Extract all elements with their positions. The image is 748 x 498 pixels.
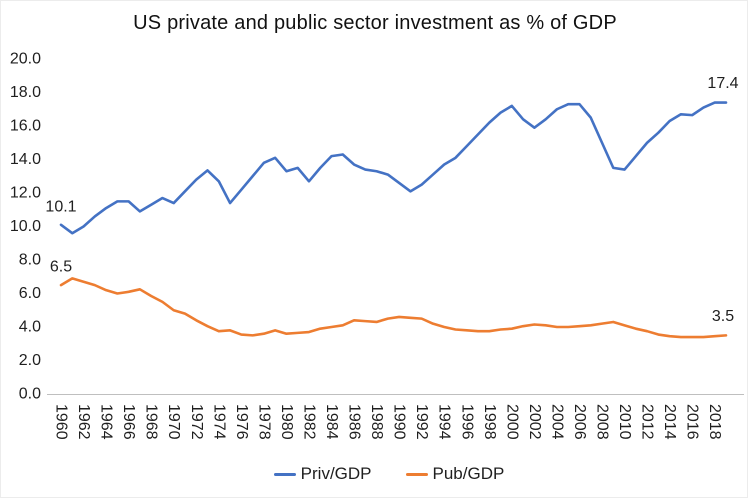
legend-label-pub: Pub/GDP	[432, 464, 505, 483]
x-tick-label: 1976	[233, 404, 250, 440]
x-tick-label: 1970	[165, 404, 182, 440]
legend-line-swatch-priv	[273, 472, 296, 476]
x-tick-label: 1986	[346, 404, 363, 440]
x-tick-label: 1984	[323, 404, 340, 440]
x-tick-label: 2002	[526, 404, 543, 440]
x-tick-label: 2006	[571, 404, 588, 440]
y-tick-label: 8.0	[19, 252, 41, 269]
y-tick-label: 4.0	[19, 319, 41, 336]
y-tick-label: 6.0	[19, 285, 41, 302]
data-label-start-priv-gdp: 10.1	[45, 198, 76, 215]
data-label-end-pub-gdp: 3.5	[712, 308, 734, 325]
x-tick-label: 1992	[413, 404, 430, 440]
x-tick-label: 2004	[548, 404, 565, 440]
x-tick-label: 1980	[278, 404, 295, 440]
x-tick-label: 1996	[458, 404, 475, 440]
x-tick-label: 1966	[120, 404, 137, 440]
legend-item-priv-gdp: Priv/GDP	[273, 464, 372, 484]
y-tick-label: 16.0	[10, 118, 41, 135]
chart-title: US private and public sector investment …	[133, 12, 617, 34]
x-tick-label: 2010	[616, 404, 633, 440]
x-tick-label: 2012	[639, 404, 656, 440]
legend-label-priv: Priv/GDP	[300, 464, 372, 483]
y-tick-label: 0.0	[19, 386, 41, 403]
x-tick-label: 1964	[98, 404, 115, 440]
data-label-start-pub-gdp: 6.5	[50, 259, 72, 276]
y-tick-label: 18.0	[10, 84, 41, 101]
x-tick-label: 1968	[143, 404, 160, 440]
series-line-pub-gdp	[59, 277, 728, 339]
x-tick-label: 1978	[255, 404, 272, 440]
y-tick-label: 2.0	[19, 352, 41, 369]
x-tick-label: 2000	[503, 404, 520, 440]
y-tick-label: 12.0	[10, 185, 41, 202]
x-tick-label: 2016	[684, 404, 701, 440]
legend-item-pub-gdp: Pub/GDP	[405, 464, 505, 484]
x-tick-label: 2014	[661, 404, 678, 440]
legend: Priv/GDP Pub/GDP	[15, 464, 747, 484]
data-label-end-priv-gdp: 17.4	[707, 75, 738, 92]
y-tick-label: 14.0	[10, 151, 41, 168]
y-tick-label: 10.0	[10, 218, 41, 235]
legend-line-swatch-pub	[405, 472, 428, 476]
x-tick-label: 1972	[188, 404, 205, 440]
x-tick-label: 1990	[391, 404, 408, 440]
x-tick-label: 1962	[75, 404, 92, 440]
series-line-priv-gdp	[59, 101, 728, 235]
plot-area: 0.0 2.0 4.0 6.0 8.0 10.0 12.0 14.0 16.0 18.0 20.0 1…	[10, 51, 744, 440]
x-tick-label: 1960	[53, 404, 70, 440]
x-tick-label: 1994	[436, 404, 453, 440]
x-tick-label: 1988	[368, 404, 385, 440]
x-tick-label: 2008	[594, 404, 611, 440]
x-tick-label: 1998	[481, 404, 498, 440]
x-tick-label: 1982	[300, 404, 317, 440]
y-tick-label: 20.0	[10, 51, 41, 68]
x-tick-label: 2018	[706, 404, 723, 440]
x-tick-label: 1974	[210, 404, 227, 440]
